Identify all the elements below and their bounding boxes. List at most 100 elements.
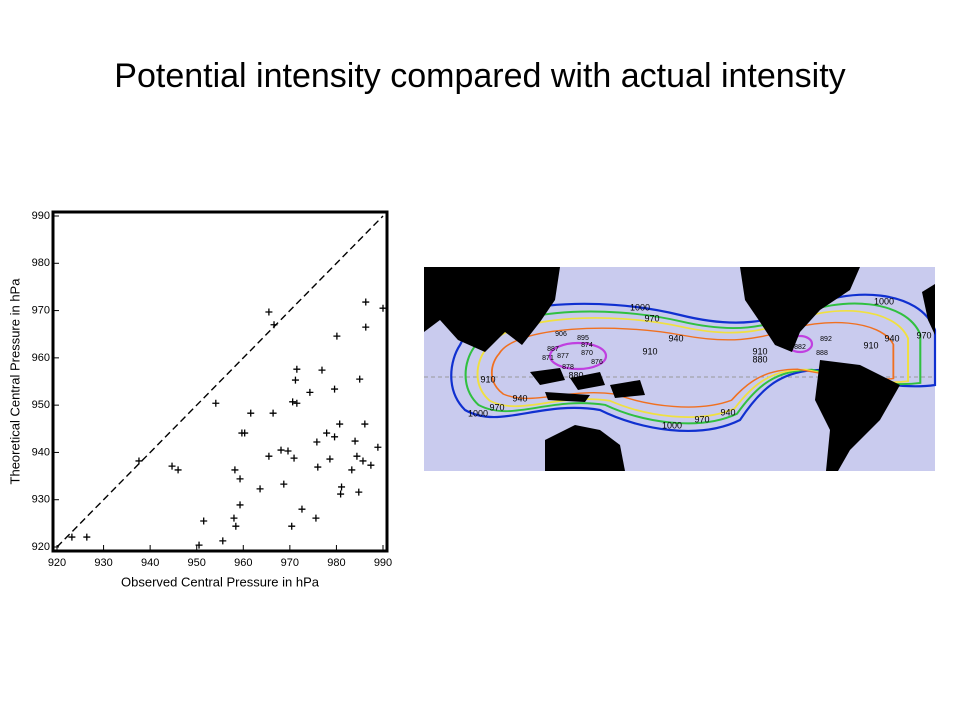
point (293, 399, 301, 407)
point (265, 452, 273, 460)
map-label: 878 (562, 364, 574, 371)
map: 1000970940910880910940970100010009709409… (424, 267, 937, 471)
north-america (740, 267, 860, 352)
map-label: 910 (642, 346, 657, 356)
map-label: 940 (668, 333, 683, 343)
point (284, 447, 292, 455)
x-tick-label: 960 (234, 557, 252, 569)
map-label: 876 (591, 359, 603, 366)
y-tick-label: 990 (32, 210, 50, 222)
x-tick-label: 930 (94, 557, 112, 569)
map-label: 970 (694, 414, 709, 424)
islands (530, 368, 645, 402)
point (333, 332, 341, 340)
point (362, 298, 370, 306)
point (269, 409, 277, 417)
map-label: 970 (489, 402, 504, 412)
point (326, 455, 334, 463)
slide-title: Potential intensity compared with actual… (114, 57, 846, 95)
point (219, 537, 227, 545)
point (355, 488, 363, 496)
point (374, 443, 382, 451)
point (291, 376, 299, 384)
y-tick-label: 980 (32, 257, 50, 269)
asia (424, 267, 560, 352)
map-label: 895 (577, 335, 589, 342)
reference-line (56, 215, 384, 548)
y-tick-label: 950 (32, 399, 50, 411)
point (318, 366, 326, 374)
point (337, 490, 345, 498)
point (232, 522, 240, 530)
point (256, 485, 264, 493)
point (290, 454, 298, 462)
map-label: 910 (480, 374, 495, 384)
point (270, 321, 278, 329)
point (313, 438, 321, 446)
point (306, 388, 314, 396)
point (353, 452, 361, 460)
map-label: 940 (884, 333, 899, 343)
point (135, 457, 143, 465)
point (247, 409, 255, 417)
x-tick-label: 950 (188, 557, 206, 569)
map-label: 892 (820, 336, 832, 343)
point (236, 501, 244, 509)
point (362, 323, 370, 331)
map-label: 880 (568, 370, 583, 380)
point (314, 463, 322, 471)
point (298, 505, 306, 513)
point (289, 398, 297, 406)
point (336, 420, 344, 428)
land (424, 267, 935, 471)
map-label: 970 (916, 330, 931, 340)
point (174, 466, 182, 474)
map-label: 887 (547, 346, 559, 353)
point (359, 457, 367, 465)
point (367, 461, 375, 469)
map-label: 910 (863, 340, 878, 350)
point (231, 466, 239, 474)
map-label: 940 (512, 393, 527, 403)
point (331, 385, 339, 393)
map-label: 1000 (630, 302, 650, 312)
australia (545, 425, 625, 471)
map-label: 1000 (874, 296, 894, 306)
x-tick-label: 920 (48, 557, 66, 569)
point (338, 483, 346, 491)
x-tick-label: 990 (374, 557, 392, 569)
point (195, 541, 203, 549)
point (361, 420, 369, 428)
map-label: 1000 (662, 420, 682, 430)
map-label: 970 (644, 313, 659, 323)
point (351, 437, 359, 445)
map-label: 877 (557, 353, 569, 360)
point (83, 533, 91, 541)
south-america (815, 360, 900, 471)
point (323, 429, 331, 437)
point (277, 446, 285, 454)
map-label: 906 (555, 331, 567, 338)
point (348, 466, 356, 474)
y-tick-label: 960 (32, 352, 50, 364)
map-label: 874 (581, 342, 593, 349)
point (288, 522, 296, 530)
point (331, 433, 339, 441)
scatter-plot: 920 930 940 950 960 970 980 990 920 930 940 950 960 9… (7, 210, 392, 590)
y-axis-label: Theoretical Central Pressure in hPa (7, 278, 22, 485)
map-label: 888 (816, 350, 828, 357)
point (356, 375, 364, 383)
map-label: 1000 (468, 408, 488, 418)
map-labels: 1000970940910880910940970100010009709409… (468, 296, 932, 430)
map-label: 882 (794, 344, 806, 351)
point (236, 475, 244, 483)
map-label: 940 (720, 407, 735, 417)
y-tick-label: 920 (32, 541, 50, 553)
map-label: 870 (581, 350, 593, 357)
y-tick-label: 940 (32, 446, 50, 458)
point (265, 308, 273, 316)
y-tick-label: 930 (32, 494, 50, 506)
point (168, 462, 176, 470)
contour-880 (548, 341, 608, 371)
point (212, 399, 220, 407)
